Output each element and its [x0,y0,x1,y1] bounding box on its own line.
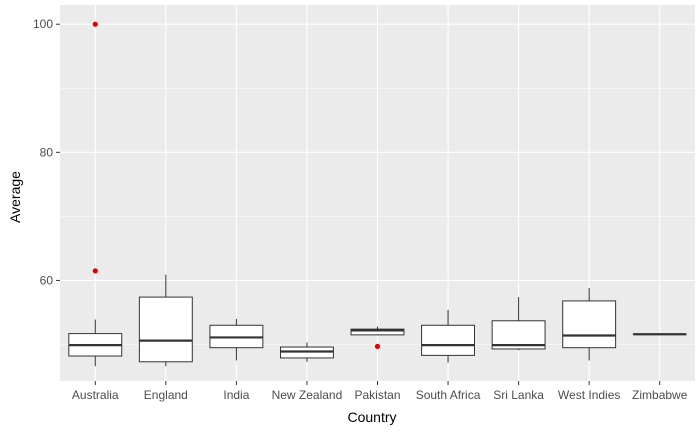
iqr-box [563,301,616,348]
y-tick-label: 60 [40,273,54,287]
iqr-box [422,325,475,355]
x-tick-label: India [223,388,249,402]
iqr-box [139,297,192,362]
x-tick-label: Pakistan [354,388,400,402]
x-tick-label: Zimbabwe [632,388,688,402]
x-axis-title: Country [347,409,396,425]
y-axis: 60 80 100 [33,17,60,287]
y-tick-label: 80 [40,145,54,159]
x-tick-label: Australia [72,388,119,402]
y-tick-label: 100 [33,17,53,31]
y-axis-title: Average [7,171,23,223]
x-tick-label: West Indies [558,388,620,402]
x-tick-label: Sri Lanka [493,388,544,402]
outlier-point [93,268,98,273]
x-tick-label: South Africa [416,388,481,402]
outlier-point [375,344,380,349]
x-tick-label: New Zealand [272,388,343,402]
x-tick-label: England [144,388,188,402]
x-axis: Australia England India New Zealand Pakistan… [72,381,688,402]
outlier-point [93,22,98,27]
